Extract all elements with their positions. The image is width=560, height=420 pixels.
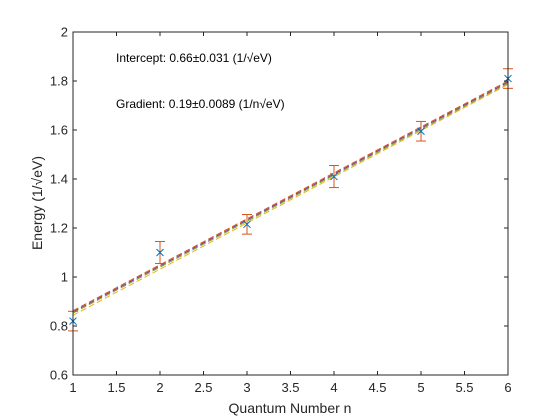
y-axis-ticks: 0.6 0.8 1 1.2 1.4 1.6 1.8 2 [50,25,508,383]
fit-line-3 [72,83,509,314]
y-tick-label: 0.8 [50,319,68,334]
x-tick-label: 1.5 [107,380,125,395]
intercept-annotation: Intercept: 0.66±0.031 (1/√eV) [116,51,272,65]
data-point-3 [243,220,251,229]
x-axis-label: Quantum Number n [229,400,352,416]
x-tick-label: 3 [243,380,250,395]
x-axis-ticks: 1 1.5 2 2.5 3 3.5 4 4.5 5 5.5 6 [69,32,512,395]
marker-stroke-b [243,220,251,229]
x-tick-label: 2 [156,380,163,395]
y-tick-label: 1.6 [50,123,68,138]
x-tick-label: 4.5 [368,380,386,395]
x-tick-label: 5.5 [455,380,473,395]
gradient-annotation: Gradient: 0.19±0.0089 (1/n√eV) [116,97,285,111]
y-tick-label: 1.2 [50,221,68,236]
marker-stroke-b [156,248,164,257]
y-tick-label: 1.4 [50,172,68,187]
data-point-2 [156,248,164,257]
data-point-4 [330,172,338,181]
x-tick-label: 2.5 [194,380,212,395]
x-tick-label: 1 [69,380,76,395]
y-tick-label: 1.8 [50,74,68,89]
x-tick-label: 3.5 [281,380,299,395]
marker-stroke-b [417,127,425,136]
y-tick-label: 1 [61,270,68,285]
x-tick-label: 4 [330,380,337,395]
y-tick-label: 2 [61,25,68,40]
x-tick-label: 6 [504,380,511,395]
marker-stroke-b [330,172,338,181]
fit-line-4 [72,83,509,316]
fit-line-2 [72,81,509,313]
y-tick-label: 0.6 [50,368,68,383]
y-axis-label: Energy (1/√eV) [29,156,45,250]
fit-lines [72,80,509,316]
x-tick-label: 5 [417,380,424,395]
data-point-5 [417,127,425,136]
fit-line-1 [72,80,509,312]
